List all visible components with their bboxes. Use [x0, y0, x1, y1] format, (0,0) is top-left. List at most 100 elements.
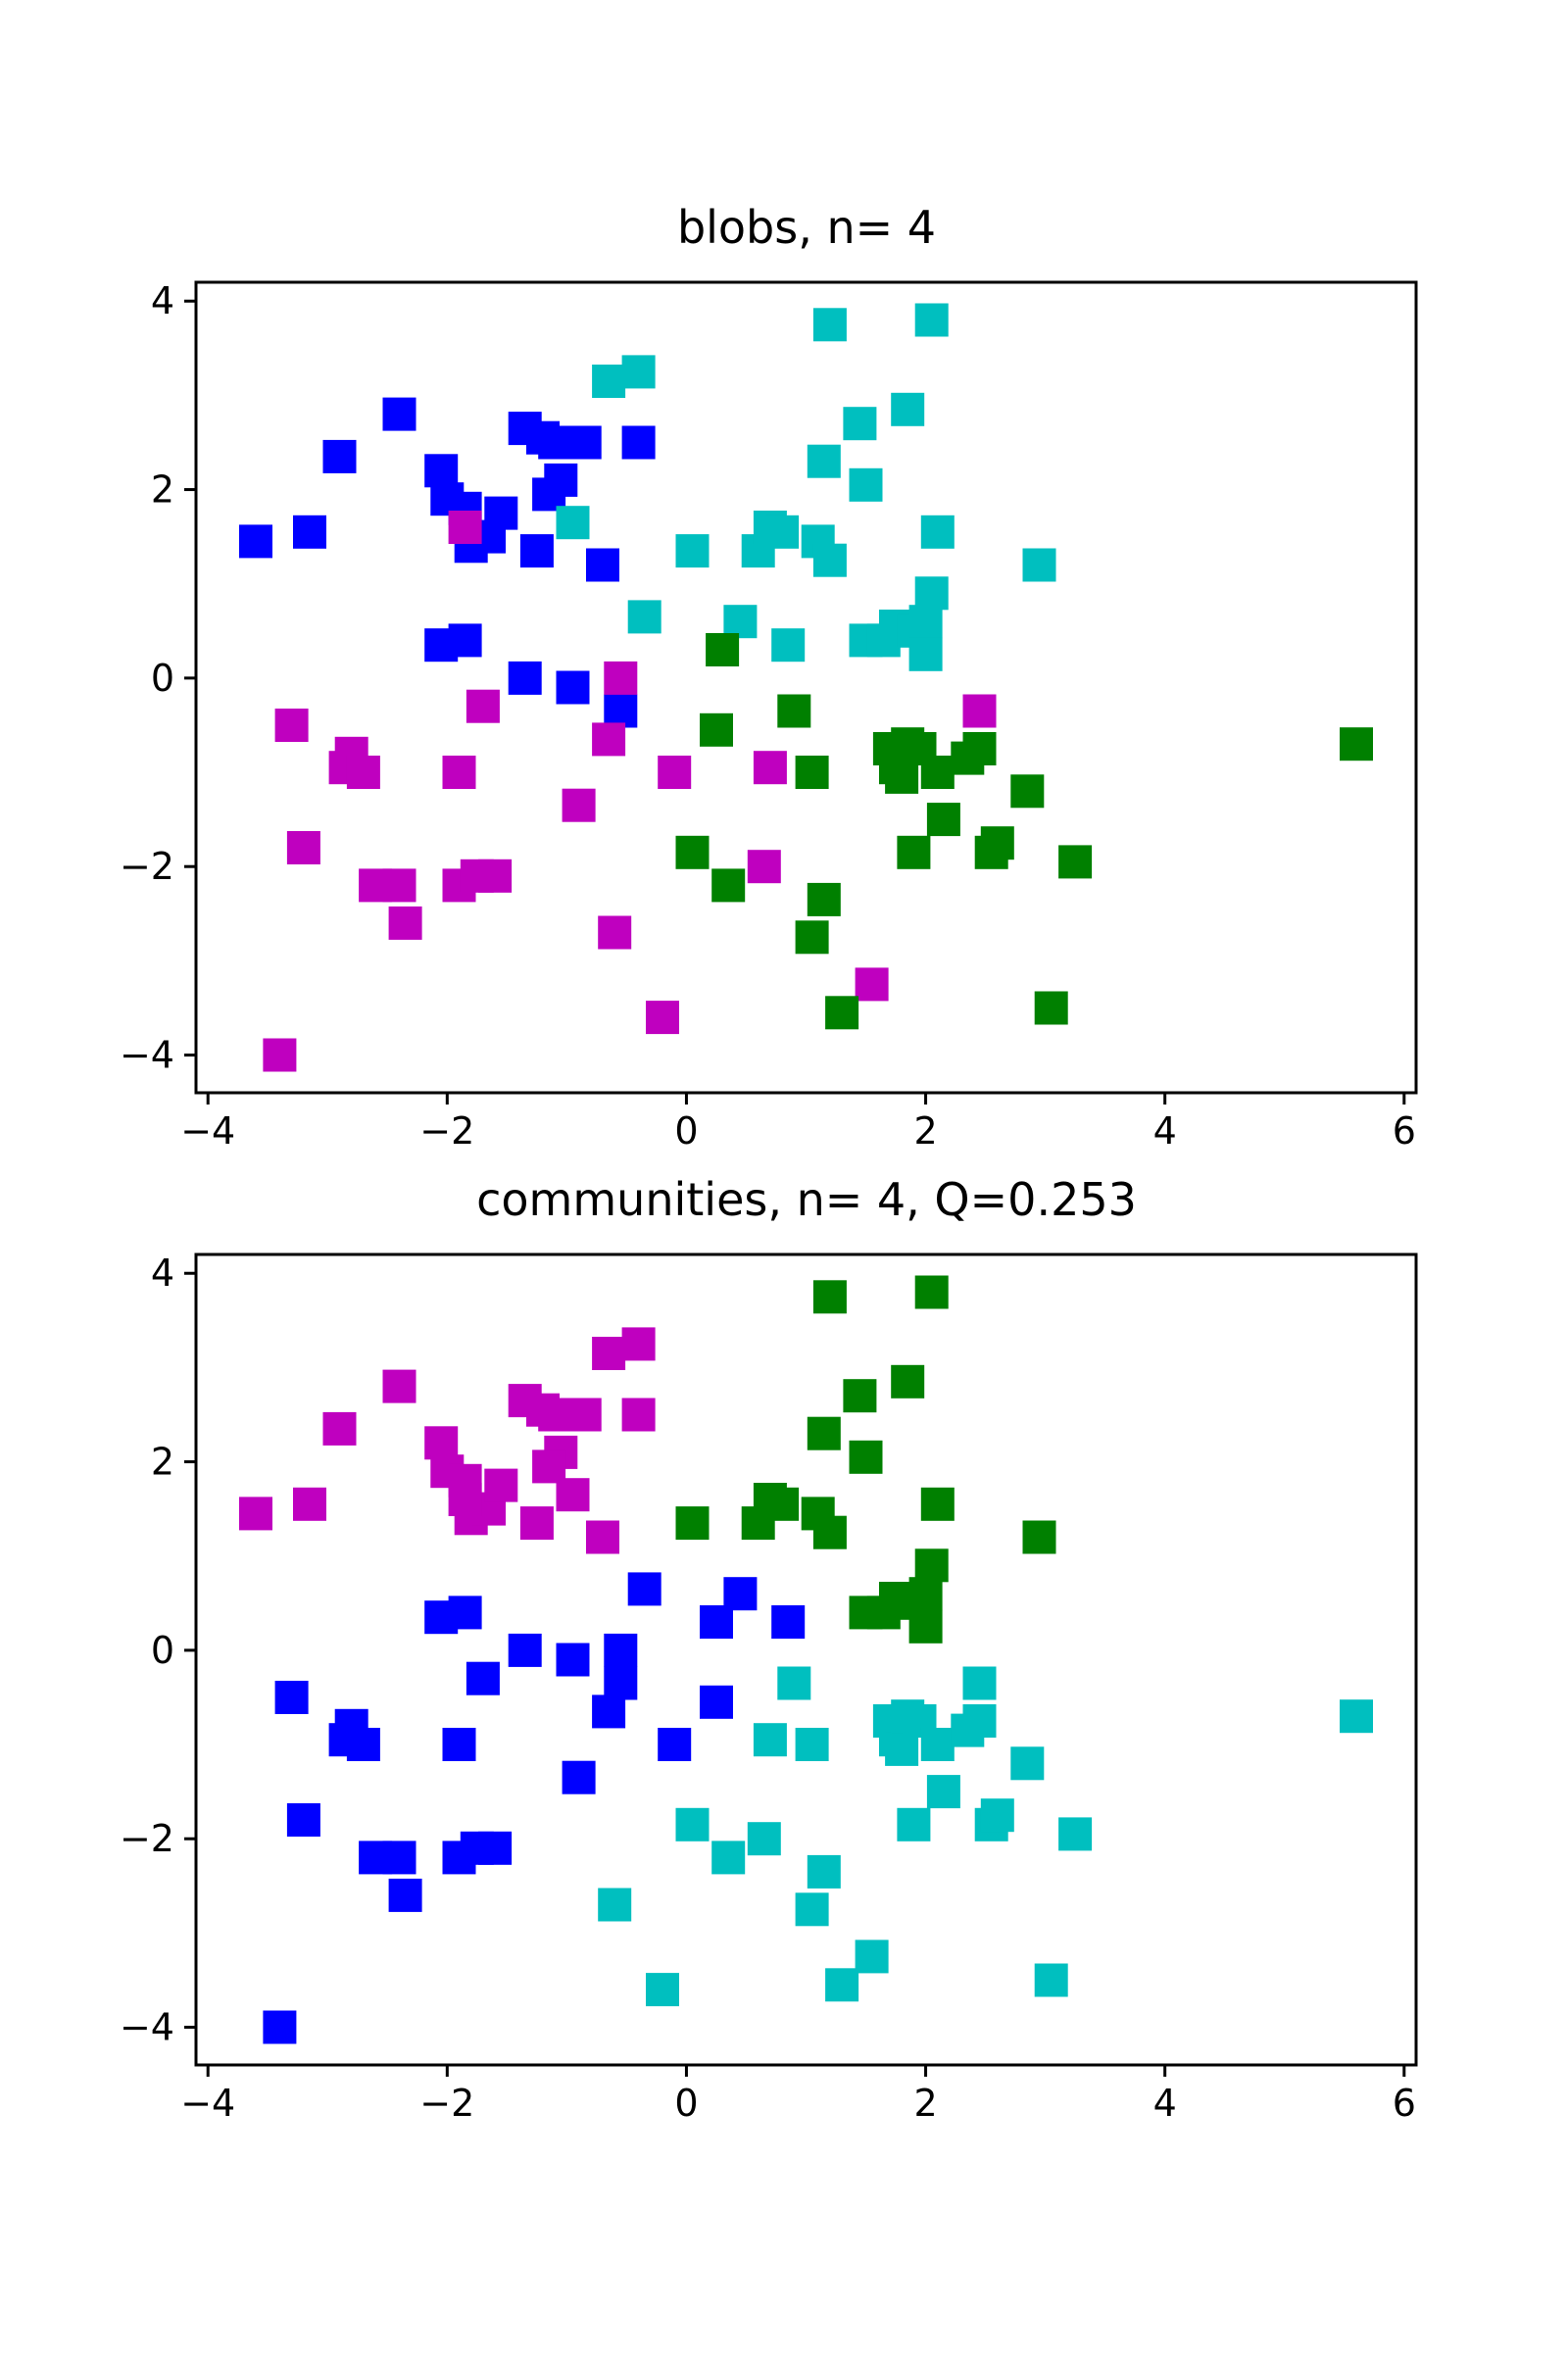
scatter-point [442, 1728, 476, 1761]
scatter-point [274, 1681, 309, 1714]
scatter-point [920, 1487, 955, 1521]
scatter-point [508, 1633, 542, 1667]
scatter-point [478, 859, 513, 893]
scatter-point [448, 623, 482, 658]
scatter-point [627, 600, 662, 634]
scatter-point [843, 407, 877, 441]
scatter-point [849, 467, 883, 502]
scatter-point [293, 1487, 326, 1521]
scatter-point [1022, 1520, 1056, 1554]
scatter-point [795, 1892, 829, 1927]
scatter-point [538, 1398, 572, 1432]
y-tick-label: −2 [120, 845, 174, 888]
scatter-point [885, 1732, 919, 1766]
scatter-point [382, 1841, 416, 1875]
scatter-point [891, 392, 925, 426]
scatter-point [1010, 774, 1045, 809]
scatter-point [765, 1487, 800, 1521]
scatter-point [855, 1940, 889, 1974]
x-tick-label: 0 [674, 2082, 698, 2125]
scatter-point [508, 661, 542, 695]
x-tick-label: −2 [419, 2082, 474, 2125]
scatter-point [286, 831, 320, 864]
scatter-point [382, 397, 416, 431]
scatter-point [239, 1497, 272, 1531]
scatter-point [914, 576, 949, 611]
scatter-point [478, 1831, 513, 1865]
y-tick-label: 2 [151, 1441, 174, 1484]
scatter-point [920, 1728, 955, 1761]
scatter-point [592, 1694, 626, 1729]
scatter-point [562, 1760, 596, 1794]
scatter-point [812, 308, 847, 342]
scatter-point [562, 788, 596, 822]
scatter-point [700, 712, 733, 747]
scatter-point [908, 1609, 943, 1644]
scatter-point [538, 425, 572, 460]
y-tick-label: −4 [120, 2006, 174, 2049]
scatter-point [586, 1520, 619, 1554]
x-tick-label: 2 [913, 2082, 937, 2125]
scatter-point [621, 1327, 656, 1361]
scatter-point [908, 605, 943, 639]
y-axis: −4 −2 0 2 4 [120, 1252, 196, 2049]
subplot-title: blobs, n= 4 [677, 201, 936, 254]
scatter-point [914, 1548, 949, 1583]
scatter-point [914, 1275, 949, 1309]
y-tick-label: 0 [151, 657, 174, 700]
scatter-point [795, 920, 829, 955]
x-tick-label: −4 [180, 2082, 235, 2125]
scatter-point [777, 1666, 811, 1700]
scatter-point [700, 1605, 733, 1639]
scatter-point [926, 1775, 960, 1809]
y-tick-label: 4 [151, 279, 174, 322]
x-axis: −4 −2 0 2 4 6 [180, 2065, 1416, 2125]
scatter-point [592, 365, 626, 398]
subplot-blobs: blobs, n= 4 −4 −2 0 2 4 6 −4 −2 0 2 4 [120, 201, 1418, 1153]
axes-frame [194, 280, 1418, 1095]
scatter-point [795, 756, 829, 789]
subplot-title: communities, n= 4, Q=0.253 [476, 1173, 1137, 1226]
scatter-point [771, 628, 806, 663]
scatter-point [658, 1728, 692, 1761]
x-tick-label: 4 [1153, 1109, 1177, 1153]
scatter-point [484, 496, 518, 530]
scatter-point [980, 1798, 1014, 1833]
x-tick-label: 6 [1393, 2082, 1416, 2125]
scatter-point [711, 1841, 746, 1875]
scatter-point [556, 506, 590, 540]
y-tick-label: −4 [120, 1034, 174, 1077]
scatter-point [675, 534, 710, 568]
scatter-point [711, 868, 746, 903]
scatter-point [424, 454, 459, 488]
scatter-point [1010, 1746, 1045, 1781]
x-tick-label: 0 [674, 1109, 698, 1153]
scatter-point [532, 477, 566, 512]
scatter-point [1340, 727, 1373, 761]
scatter-point [604, 1633, 638, 1667]
scatter-point [825, 996, 859, 1030]
scatter-point [274, 709, 309, 742]
x-tick-label: 4 [1153, 2082, 1177, 2125]
y-axis: −4 −2 0 2 4 [120, 279, 196, 1077]
scatter-point [926, 803, 960, 837]
scatter-point [598, 915, 632, 950]
y-tick-label: 4 [151, 1252, 174, 1295]
scatter-point [962, 1704, 997, 1738]
scatter-point [519, 1506, 554, 1541]
scatter-point [1340, 1699, 1373, 1734]
x-tick-label: 6 [1393, 1109, 1416, 1153]
scatter-marks [239, 303, 1373, 1072]
scatter-point [675, 1506, 710, 1541]
scatter-point [706, 633, 740, 666]
scatter-point [891, 1364, 925, 1399]
scatter-point [914, 303, 949, 337]
scatter-point [442, 756, 476, 789]
x-tick-label: 2 [913, 1109, 937, 1153]
scatter-point [646, 1001, 679, 1035]
scatter-point [812, 1280, 847, 1314]
scatter-point [556, 1478, 590, 1512]
scatter-point [962, 694, 997, 728]
